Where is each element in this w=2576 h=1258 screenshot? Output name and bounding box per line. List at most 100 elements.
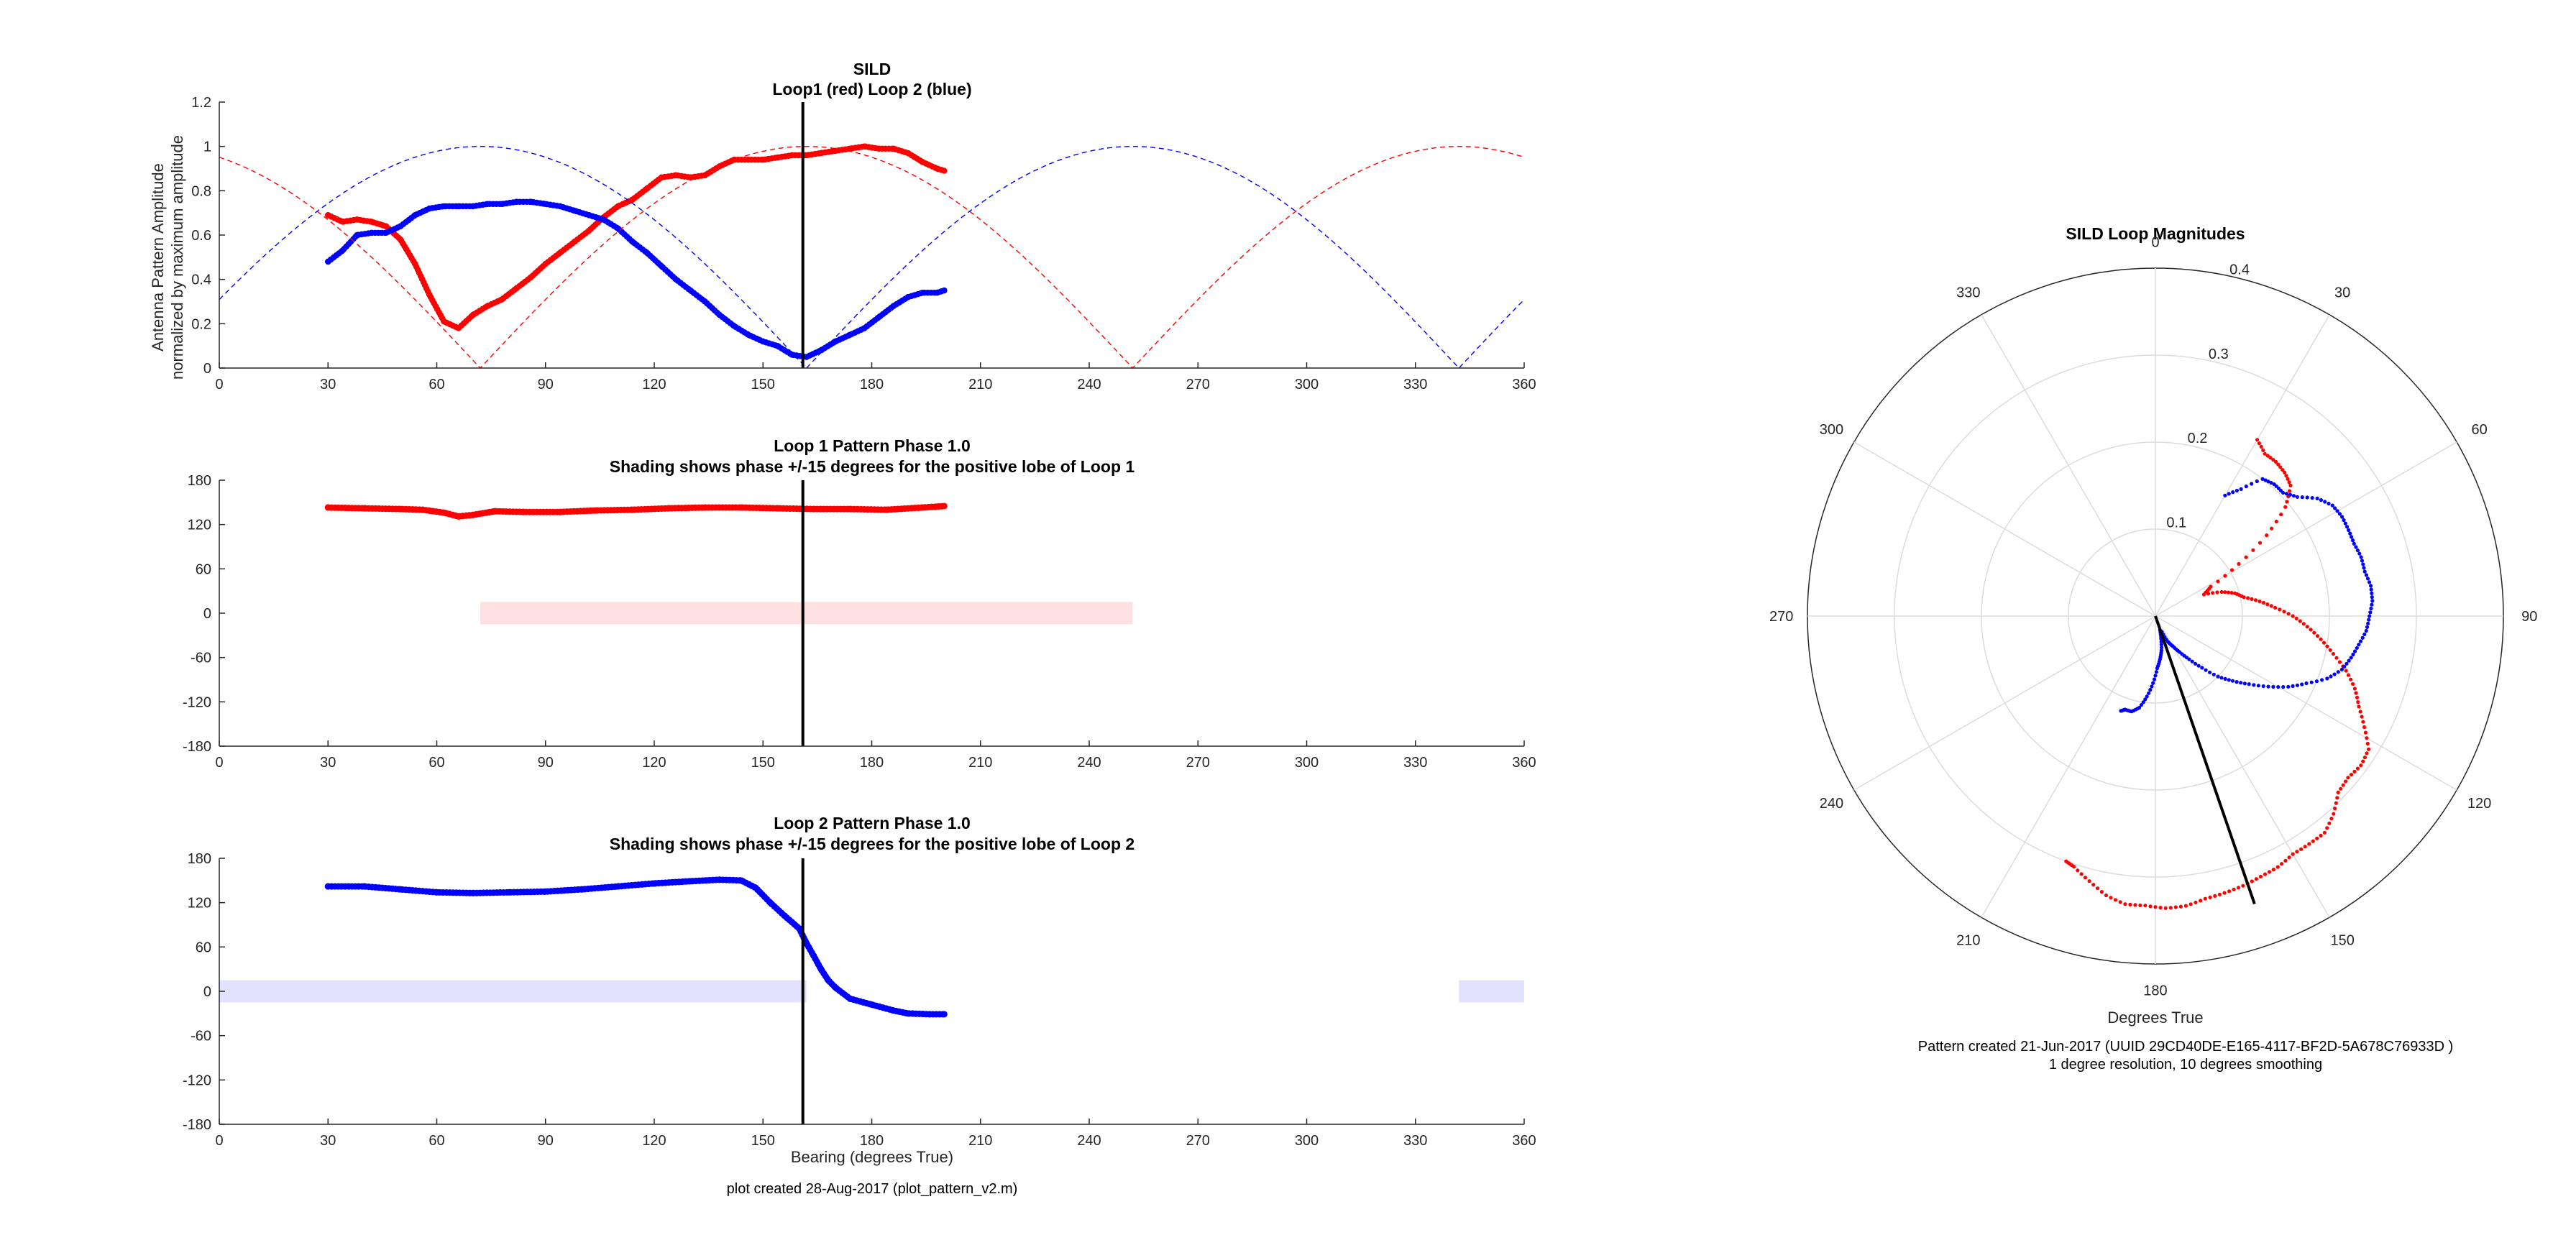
y-tick-label: 1.2 <box>191 95 211 111</box>
y-tick-label: 0.8 <box>191 183 211 199</box>
x-tick-label: 120 <box>642 377 666 392</box>
data-point <box>354 216 360 223</box>
polar-data-point <box>2365 577 2370 581</box>
polar-data-point <box>2151 681 2155 685</box>
theta-tick-label: 90 <box>2521 609 2537 625</box>
polar-data-point <box>2336 670 2340 674</box>
polar-data-point <box>2353 649 2357 653</box>
polar-bearing-line <box>2154 615 2256 905</box>
data-point <box>702 504 709 511</box>
y-tick-label: 0 <box>203 361 211 377</box>
data-point <box>499 296 505 303</box>
polar-data-point <box>2271 868 2275 872</box>
data-point <box>339 247 346 254</box>
polar-data-point <box>2250 597 2254 602</box>
polar-data-point <box>2341 783 2345 787</box>
x-tick-label: 360 <box>1512 377 1536 392</box>
polar-data-point <box>2163 906 2168 910</box>
polar-data-point <box>2335 509 2339 513</box>
data-point <box>803 152 810 159</box>
polar-data-point <box>2219 676 2224 680</box>
polar-data-point <box>2305 495 2309 500</box>
polar-data-point <box>2362 756 2367 760</box>
data-point <box>441 509 448 516</box>
polar-data-point <box>2304 681 2309 686</box>
data-point <box>615 883 622 890</box>
x-tick-label: 270 <box>1186 755 1210 771</box>
polar-data-point <box>2357 551 2362 556</box>
data-point <box>542 201 549 208</box>
polar-data-point <box>2360 559 2365 563</box>
polar-data-point <box>2321 641 2327 645</box>
x-tick-label: 330 <box>1403 1133 1427 1149</box>
theta-tick-label: 180 <box>2143 983 2167 998</box>
polar-data-point <box>2087 879 2091 883</box>
polar-data-point <box>2364 628 2368 633</box>
polar-data-point <box>2295 850 2299 854</box>
loop-magnitudes-polar-panel: SILD Loop Magnitudes 0 30 60 90 120 150 180 210… <box>1769 224 2537 1073</box>
polar-data-point <box>2183 904 2188 908</box>
loop1-phase-subtitle: Shading shows phase +/-15 degrees for th… <box>610 457 1135 476</box>
polar-data-point <box>2362 632 2367 637</box>
polar-data-point <box>2194 661 2198 666</box>
polar-data-point <box>2239 487 2243 492</box>
y-tick-label: 120 <box>188 896 211 912</box>
polar-data-point <box>2300 495 2304 500</box>
polar-data-point <box>2287 855 2291 860</box>
loop2-phase-subtitle: Shading shows phase +/-15 degrees for th… <box>610 835 1135 853</box>
data-point <box>702 172 708 178</box>
polar-data-point <box>2242 595 2246 600</box>
data-point <box>789 152 795 159</box>
data-point <box>434 889 440 896</box>
polar-data-point <box>2370 595 2374 600</box>
polar-data-point <box>2237 561 2241 566</box>
polar-spoke <box>2155 615 2457 791</box>
polar-data-point <box>2261 684 2265 689</box>
resolution-footer: 1 degree resolution, 10 degrees smoothin… <box>2049 1057 2322 1073</box>
polar-data-point <box>2349 773 2354 777</box>
polar-data-point <box>2104 893 2109 898</box>
r-tick-label: 0.3 <box>2209 346 2229 362</box>
polar-data-point <box>2360 715 2364 719</box>
theta-tick-label: 210 <box>1956 933 1980 949</box>
polar-spoke <box>2155 441 2457 617</box>
data-point <box>469 311 477 318</box>
polar-data-point <box>2359 555 2363 559</box>
polar-data-point <box>2275 865 2280 869</box>
data-point <box>868 1001 875 1008</box>
theta-tick-label: 0 <box>2151 235 2159 251</box>
polar-data-point <box>2360 635 2365 640</box>
polar-data-point <box>2331 652 2335 656</box>
polar-data-point <box>2327 501 2331 506</box>
polar-data-point <box>2190 659 2194 664</box>
data-point <box>730 156 738 163</box>
polar-data-point <box>2332 672 2337 676</box>
polar-data-point <box>2291 684 2295 689</box>
polar-data-point <box>2307 842 2311 846</box>
data-point <box>832 984 839 991</box>
data-point <box>368 229 375 237</box>
data-point <box>738 504 745 511</box>
amplitude-subtitle: Loop1 (red) Loop 2 (blue) <box>772 80 971 98</box>
polar-data-point <box>2222 891 2227 895</box>
polar-data-point <box>2188 902 2193 906</box>
polar-spoke <box>2155 314 2330 617</box>
polar-data-point <box>2350 535 2354 539</box>
polar-data-point <box>2370 602 2374 607</box>
polar-data-point <box>2158 906 2163 910</box>
polar-data-point <box>2309 628 2313 632</box>
polar-data-point <box>2229 591 2234 595</box>
polar-data-point <box>2283 858 2288 863</box>
polar-data-point <box>2213 894 2217 898</box>
polar-data-point <box>2284 492 2289 496</box>
data-point <box>847 331 853 338</box>
polar-data-point <box>2319 498 2323 502</box>
x-tick-label: 60 <box>428 1133 444 1149</box>
polar-spoke <box>1981 615 2156 918</box>
polar-data-point <box>2267 870 2272 874</box>
amplitude-panel: SILD Loop1 (red) Loop 2 (blue) Antenna P… <box>149 60 1536 392</box>
polar-data-point <box>2159 646 2164 650</box>
x-tick-label: 60 <box>428 377 444 392</box>
polar-data-point <box>2246 596 2250 600</box>
polar-data-point <box>2152 677 2157 681</box>
